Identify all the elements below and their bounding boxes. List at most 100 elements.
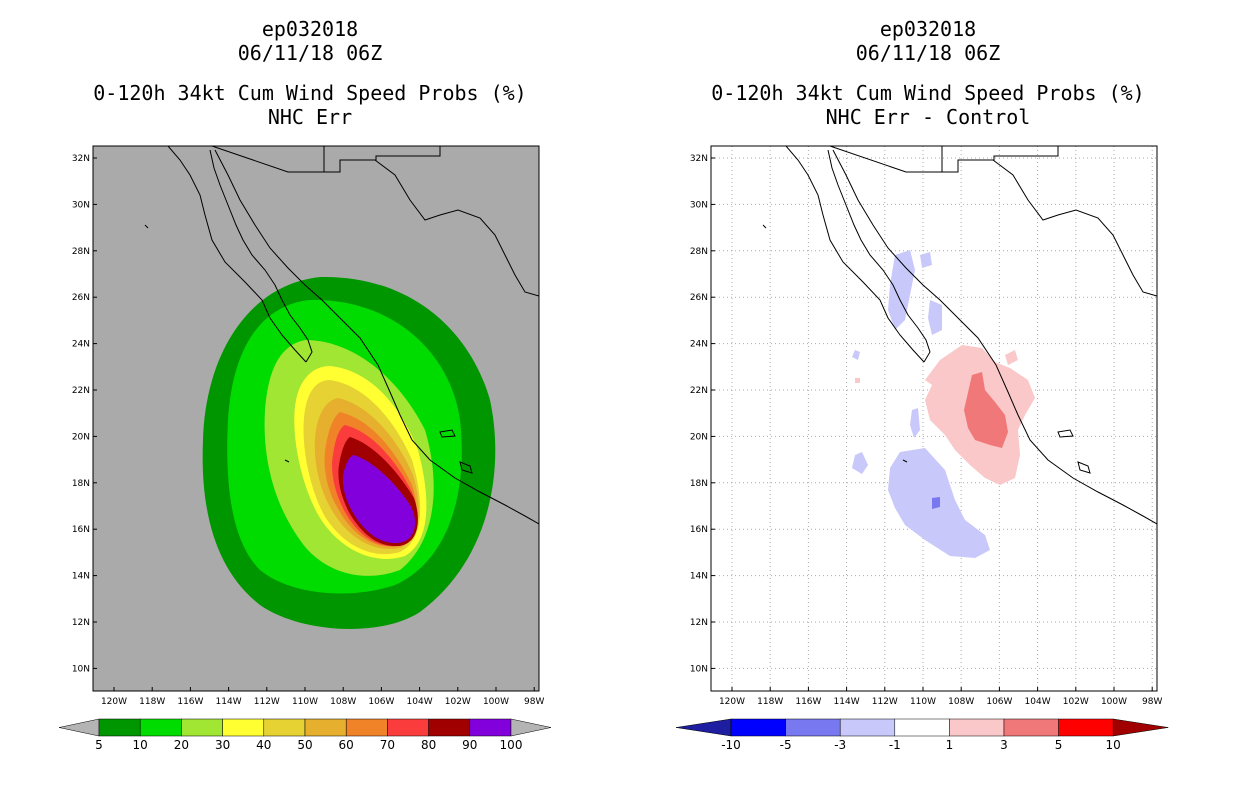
- lat-tick-label: 20N: [72, 432, 90, 442]
- colorbar-label: 30: [215, 738, 230, 752]
- colorbar-swatch: [181, 718, 223, 737]
- colorbar-arrow-high: [1112, 718, 1169, 737]
- colorbar-swatch: [139, 718, 182, 737]
- left-title-datetime: 06/11/18 06Z: [237, 41, 383, 65]
- lat-tick-label: 28N: [690, 247, 708, 257]
- diff-pos-3: [964, 372, 1008, 448]
- lon-tick-label: 108W: [330, 697, 356, 707]
- lon-tick-label: 98W: [524, 697, 544, 707]
- colorbar-swatch: [730, 718, 786, 737]
- islas-marias: [1057, 429, 1074, 438]
- colorbar-label: 40: [256, 738, 271, 752]
- diff-neg-3-southern: [932, 497, 940, 509]
- gulf-of-mexico-coast: [374, 159, 539, 297]
- colorbar-label: -5: [780, 738, 792, 752]
- colorbar-arrow-low: [675, 718, 732, 737]
- mainland-pacific-coast: [832, 149, 1157, 525]
- us-mexico-border: [211, 146, 441, 173]
- right-difference-field: [852, 250, 1035, 558]
- right-lon-axis: 120W 118W 116W 114W 112W 110W 108W 106W 104W 102W…: [719, 687, 1162, 707]
- colorbar-label: 1: [946, 738, 954, 752]
- lat-tick-label: 12N: [690, 618, 708, 628]
- lon-tick-label: 100W: [1101, 697, 1127, 707]
- lon-tick-label: 118W: [139, 697, 165, 707]
- lat-tick-label: 24N: [690, 340, 708, 350]
- lon-tick-label: 100W: [483, 697, 509, 707]
- left-title-product: 0-120h 34kt Cum Wind Speed Probs (%): [93, 81, 527, 105]
- colorbar-swatch: [785, 718, 841, 737]
- guadalupe-island: [762, 224, 767, 229]
- baja-pacific-coast: [785, 146, 925, 363]
- colorbar-label: 3: [1000, 738, 1008, 752]
- left-coastlines: [144, 146, 539, 525]
- lat-tick-label: 10N: [72, 664, 90, 674]
- right-map-panel: 32N 30N 28N 26N 24N 22N 20N 18N 16N 14N 12N 10N 120…: [675, 145, 1169, 752]
- left-lon-axis: 120W 118W 116W 114W 112W 110W 108W 106W 104W 102W…: [101, 687, 544, 707]
- prob-contour-90: [342, 455, 415, 544]
- left-title-storm-id: ep032018: [261, 17, 359, 41]
- left-lat-axis: 32N 30N 28N 26N 24N 22N 20N 18N 16N 14N 12N 10N: [72, 154, 97, 674]
- lon-tick-label: 104W: [407, 697, 433, 707]
- lat-tick-label: 22N: [690, 386, 708, 396]
- right-title-datetime: 06/11/18 06Z: [855, 41, 1001, 65]
- colorbar-label: 50: [297, 738, 312, 752]
- colorbar-label: -1: [889, 738, 901, 752]
- right-coastlines: [762, 146, 1157, 525]
- lat-tick-label: 16N: [690, 525, 708, 535]
- lat-tick-label: 30N: [72, 200, 90, 210]
- lat-tick-label: 14N: [72, 572, 90, 582]
- lon-tick-label: 104W: [1025, 697, 1051, 707]
- lat-tick-label: 14N: [690, 572, 708, 582]
- guadalupe-island: [144, 224, 149, 229]
- colorbar-label: 70: [380, 738, 395, 752]
- colorbar-label: -10: [721, 738, 741, 752]
- colorbar-label: 5: [95, 738, 103, 752]
- colorbar-label: 20: [174, 738, 189, 752]
- colorbar-label: 80: [421, 738, 436, 752]
- lon-tick-label: 116W: [795, 697, 821, 707]
- colorbar-swatch: [387, 718, 429, 737]
- colorbar-label: 100: [500, 738, 523, 752]
- left-colorbar: 5 10 20 30 40 50 60 70 80 90 100: [58, 718, 552, 752]
- left-probability-field: [202, 276, 496, 629]
- lat-tick-label: 26N: [72, 293, 90, 303]
- right-map-frame: [710, 145, 1158, 692]
- lat-tick-label: 18N: [72, 479, 90, 489]
- socorro-island: [284, 459, 290, 463]
- diff-pos-1-speck: [1005, 350, 1018, 365]
- right-title-method: NHC Err - Control: [825, 105, 1031, 129]
- lon-tick-label: 116W: [177, 697, 203, 707]
- lon-tick-label: 102W: [1063, 697, 1089, 707]
- lat-tick-label: 32N: [690, 154, 708, 164]
- left-title: ep032018 06/11/18 06Z 0-120h 34kt Cum Wi…: [60, 17, 560, 129]
- lon-tick-label: 118W: [757, 697, 783, 707]
- colorbar-arrow-high: [510, 718, 552, 737]
- lat-tick-label: 30N: [690, 200, 708, 210]
- mainland-pacific-coast: [214, 149, 539, 525]
- colorbar-swatch: [1058, 718, 1114, 737]
- colorbar-label: 90: [462, 738, 477, 752]
- lon-tick-label: 110W: [910, 697, 936, 707]
- colorbar-swatch: [469, 718, 512, 737]
- lon-tick-label: 102W: [445, 697, 471, 707]
- colorbar-label: 60: [339, 738, 354, 752]
- left-map-frame: [92, 145, 540, 692]
- colorbar-swatch: [428, 718, 471, 737]
- lon-tick-label: 120W: [719, 697, 745, 707]
- colorbar-swatch: [1003, 718, 1059, 737]
- lon-tick-label: 106W: [368, 697, 394, 707]
- lon-tick-label: 112W: [872, 697, 898, 707]
- right-lat-axis: 32N 30N 28N 26N 24N 22N 20N 18N 16N 14N 12N 10N: [690, 154, 715, 674]
- lat-tick-label: 28N: [72, 247, 90, 257]
- lon-tick-label: 114W: [216, 697, 242, 707]
- right-title: ep032018 06/11/18 06Z 0-120h 34kt Cum Wi…: [678, 17, 1178, 129]
- lon-tick-label: 120W: [101, 697, 127, 707]
- lat-tick-label: 24N: [72, 340, 90, 350]
- lat-tick-label: 10N: [690, 664, 708, 674]
- colorbar-arrow-low: [58, 718, 100, 737]
- lat-tick-label: 16N: [72, 525, 90, 535]
- colorbar-label: 10: [1106, 738, 1121, 752]
- diff-neg-1-small-north: [920, 252, 932, 268]
- socorro-island: [902, 459, 908, 463]
